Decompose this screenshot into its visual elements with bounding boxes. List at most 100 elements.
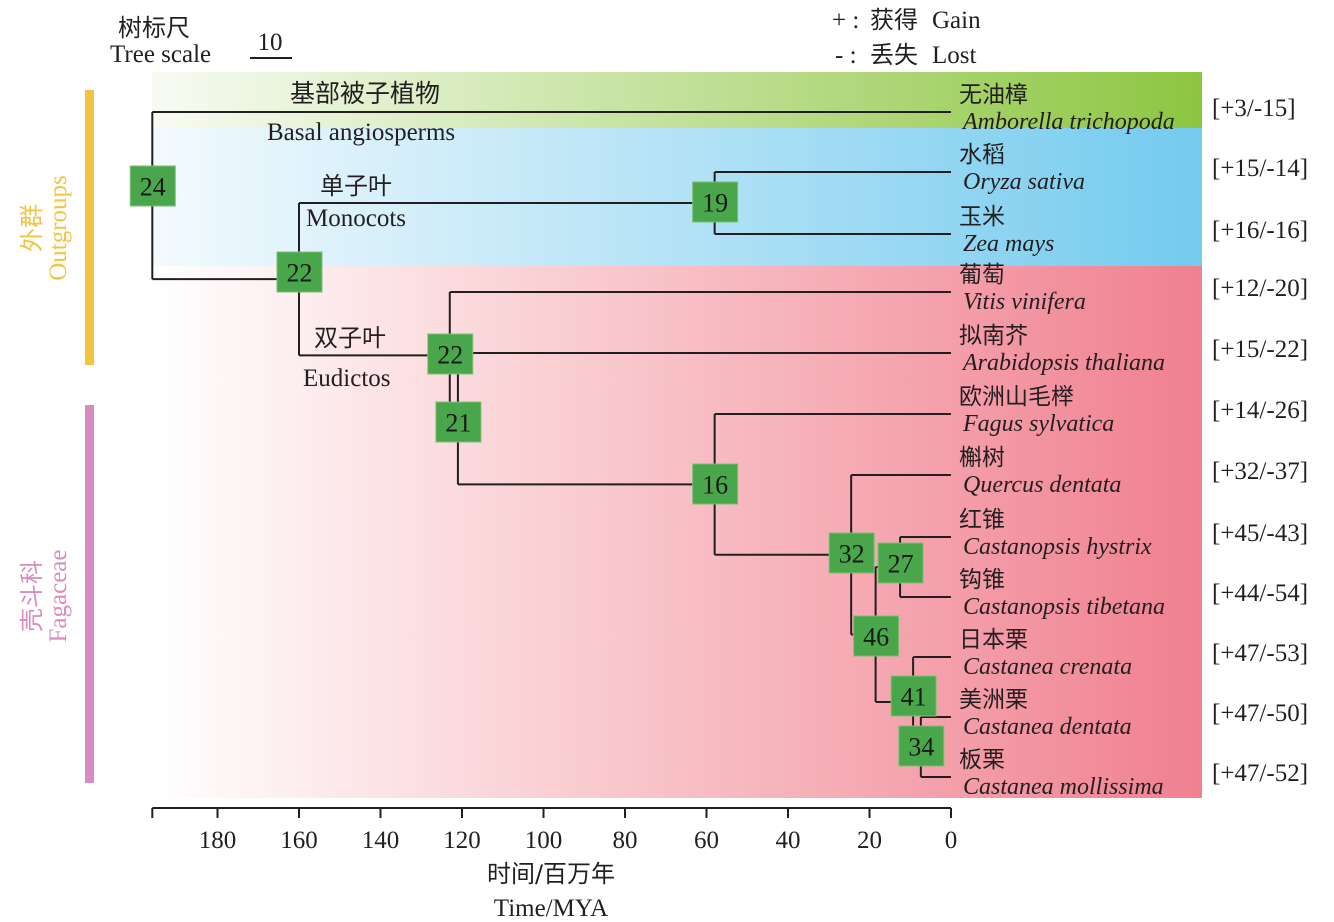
node-gene-family-count: 41 [890, 675, 937, 717]
taxon-name-latin: Vitis vinifera [963, 289, 1086, 315]
taxon-name-cn: 葡萄 [959, 262, 1005, 288]
axis-tick-label: 100 [525, 827, 563, 854]
legend-gain-symbol: + : [832, 7, 859, 34]
taxon-name-latin: Castanea crenata [963, 654, 1132, 680]
legend-gain-cn: 获得 [870, 6, 918, 34]
node-box [853, 615, 900, 657]
gain-loss-count: [+47/-52] [1212, 760, 1308, 787]
eudicot-clade-label-cn: 双子叶 [314, 324, 386, 352]
gain-loss-count: [+45/-43] [1212, 520, 1308, 547]
node-box [898, 725, 945, 767]
node-label: 41 [901, 683, 927, 712]
gain-loss-count: [+16/-16] [1212, 217, 1308, 244]
legend-lost-symbol: - : [835, 42, 857, 69]
gain-loss-count: [+47/-50] [1212, 700, 1308, 727]
node-label: 24 [140, 173, 166, 202]
axis-tick-label: 140 [362, 827, 400, 854]
node-box [129, 165, 176, 207]
node-gene-family-count: 46 [853, 615, 900, 657]
axis-tick-label: 40 [776, 827, 801, 854]
taxon-name-latin: Castanopsis hystrix [963, 534, 1152, 560]
gain-loss-count: [+15/-22] [1212, 336, 1308, 363]
gain-loss-count: [+32/-37] [1212, 458, 1308, 485]
time-axis: 180 160 140 120 100 80 60 40 20 0 [151, 807, 958, 854]
node-box [692, 463, 739, 505]
taxon-name-cn: 红锥 [959, 507, 1005, 533]
basal-clade-label-cn: 基部被子植物 [290, 79, 440, 108]
taxon-name-latin: Zea mays [963, 231, 1054, 257]
taxon-name-cn: 欧洲山毛榉 [959, 384, 1074, 410]
axis-title-cn: 时间/百万年 [487, 860, 615, 888]
node-gene-family-count: 22 [427, 333, 474, 375]
taxon-name-cn: 美洲栗 [959, 687, 1028, 713]
node-gene-family-count: 27 [877, 542, 924, 584]
node-label: 16 [702, 471, 728, 500]
taxon-name-latin: Quercus dentata [963, 472, 1121, 498]
gain-loss-count: [+15/-14] [1212, 155, 1308, 182]
monocot-clade-band [152, 128, 1202, 266]
taxon-name-cn: 无油樟 [959, 82, 1028, 108]
taxon-name-latin: Oryza sativa [963, 169, 1085, 195]
taxon-name-cn: 槲树 [959, 445, 1005, 471]
gain-loss-count: [+44/-54] [1212, 580, 1308, 607]
legend-lost-en: Lost [932, 42, 977, 69]
node-box [427, 333, 474, 375]
node-label: 32 [839, 540, 865, 569]
node-label: 46 [863, 623, 889, 652]
scale-label-en: Tree scale [110, 41, 211, 68]
scale-value: 10 [258, 29, 283, 56]
node-label: 19 [702, 189, 728, 218]
gain-loss-count: [+3/-15] [1212, 95, 1296, 122]
taxon-name-latin: Castanea dentata [963, 714, 1132, 740]
fagaceae-bar [85, 405, 94, 783]
node-box [828, 532, 875, 574]
node-gene-family-count: 22 [276, 251, 323, 293]
scale-label-cn: 树标尺 [118, 14, 190, 42]
legend-gain-en: Gain [932, 7, 981, 34]
taxon-name-latin: Arabidopsis thaliana [961, 350, 1165, 376]
node-gene-family-count: 24 [129, 165, 176, 207]
axis-tick-label: 60 [694, 827, 719, 854]
node-box [877, 542, 924, 584]
node-gene-family-count: 19 [692, 181, 739, 223]
outgroups-label-cn: 外群 [18, 204, 46, 252]
taxon-name-latin: Fagus sylvatica [962, 411, 1114, 437]
axis-tick-label: 80 [613, 827, 638, 854]
taxon-name-latin: Amborella trichopoda [961, 109, 1175, 135]
node-label: 22 [437, 341, 463, 370]
taxon-name-cn: 板栗 [959, 747, 1005, 773]
outgroups-label-en: Outgroups [45, 175, 72, 281]
node-gene-family-count: 32 [828, 532, 875, 574]
axis-tick-label: 160 [280, 827, 318, 854]
taxon-name-cn: 钩锥 [959, 567, 1005, 593]
node-gene-family-count: 34 [898, 725, 945, 767]
axis-tick-label: 20 [857, 827, 882, 854]
node-label: 34 [908, 733, 934, 762]
fagaceae-label-cn: 壳斗科 [18, 560, 46, 632]
taxon-name-cn: 拟南芥 [959, 323, 1028, 349]
gain-loss-count: [+47/-53] [1212, 640, 1308, 667]
axis-tick-label: 0 [945, 827, 958, 854]
node-box [692, 181, 739, 223]
taxon-name-latin: Castanea mollissima [963, 774, 1164, 800]
node-label: 27 [888, 550, 914, 579]
basal-clade-band [152, 72, 1202, 128]
monocot-clade-label-cn: 单子叶 [320, 172, 392, 200]
axis-tick-label: 180 [199, 827, 237, 854]
node-box [890, 675, 937, 717]
axis-title-en: Time/MYA [494, 895, 608, 922]
node-label: 21 [445, 409, 471, 438]
eudicot-clade-label-en: Eudictos [303, 365, 391, 392]
node-label: 22 [287, 259, 313, 288]
